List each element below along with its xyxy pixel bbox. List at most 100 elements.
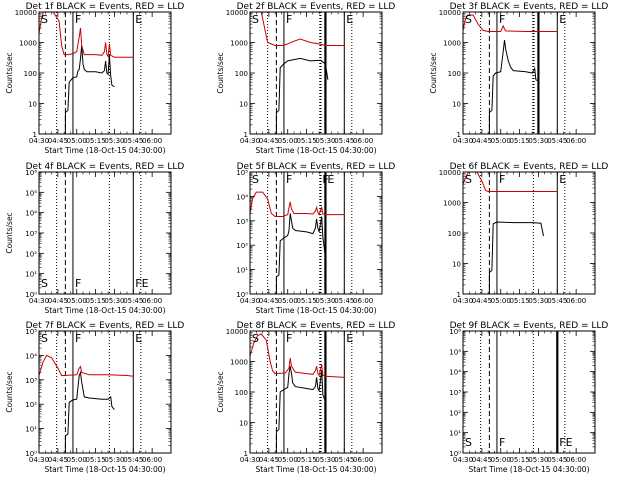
detector-panel: Det 1f BLACK = Events, RED = LLD Counts/s… [5, 2, 184, 155]
plot-frame [249, 171, 383, 295]
y-tick-label: 10 [28, 101, 37, 109]
x-tick-label: 05:00 [67, 137, 87, 145]
flag-label: E [559, 173, 566, 186]
x-tick-label: 05:00 [491, 456, 511, 464]
plot-frame [249, 11, 383, 135]
x-tick-label: 05:15 [296, 456, 316, 464]
detector-panel: Det 3f BLACK = Events, RED = LLD Counts/s… [429, 2, 608, 145]
x-tick-label: 05:45 [123, 137, 143, 145]
flag-label: F [75, 332, 81, 345]
x-tick-label: 05:00 [278, 137, 298, 145]
x-tick-label: 05:45 [123, 456, 143, 464]
plot-frame [38, 11, 172, 135]
y-tick-label: 10¹ [449, 430, 461, 438]
panel-title: Det 9f BLACK = Events, RED = LLD [450, 321, 609, 331]
flag-label: E [327, 173, 334, 186]
y-tick-label: 10³ [25, 230, 37, 238]
events-series-line [64, 370, 115, 453]
x-tick-label: 04:45 [259, 456, 279, 464]
x-tick-label: 06:00 [566, 137, 586, 145]
panel-title: Det 2f BLACK = Events, RED = LLD [237, 2, 396, 12]
y-tick-label: 1 [457, 291, 461, 299]
x-tick-label: 05:30 [104, 456, 124, 464]
flag-label: FE [559, 436, 572, 449]
y-tick-label: 10³ [236, 218, 248, 226]
x-tick-label: 04:30 [453, 456, 473, 464]
y-tick-label: 10⁵ [25, 189, 37, 197]
x-tick-label: 04:30 [240, 137, 260, 145]
x-tick-label: 06:00 [142, 456, 162, 464]
y-tick-label: 1000 [443, 40, 461, 48]
x-tick-label: 04:45 [472, 137, 492, 145]
y-tick-label: 100 [24, 70, 37, 78]
y-tick-label: 10⁴ [236, 193, 248, 201]
x-axis-label: Start Time (18-Oct-15 04:30:00) [468, 465, 589, 474]
flag-label: S [252, 173, 259, 186]
lld-series-line [250, 12, 345, 46]
y-tick-label: 10000 [15, 9, 37, 17]
x-tick-label: 06:00 [353, 456, 373, 464]
x-tick-label: 05:30 [315, 137, 335, 145]
x-tick-label: 04:45 [259, 137, 279, 145]
flag-label: F [499, 13, 505, 26]
detector-panel: Det 4f BLACK = Events, RED = LLD Counts/s… [5, 162, 184, 315]
detector-panel: Det 2f BLACK = Events, RED = LLD Counts/s… [216, 2, 395, 155]
x-tick-label: 06:00 [566, 456, 586, 464]
y-tick-label: 10000 [439, 169, 461, 177]
y-tick-label: 1000 [230, 359, 248, 367]
x-tick-label: 05:45 [547, 297, 567, 305]
x-tick-label: 04:30 [453, 137, 473, 145]
y-tick-label: 10² [449, 409, 461, 417]
x-tick-label: 04:45 [472, 456, 492, 464]
x-axis-label: Start Time (18-Oct-15 04:30:00) [44, 146, 165, 155]
y-axis-label: Counts/sec [5, 371, 14, 412]
y-tick-label: 10⁰ [236, 291, 248, 299]
x-tick-label: 05:45 [334, 456, 354, 464]
y-tick-label: 10⁰ [25, 450, 37, 458]
y-tick-label: 100 [235, 70, 248, 78]
x-tick-label: 05:15 [85, 456, 105, 464]
x-tick-label: 04:30 [29, 137, 49, 145]
panel-title: Det 8f BLACK = Events, RED = LLD [237, 321, 396, 331]
x-tick-label: 05:45 [334, 137, 354, 145]
y-tick-label: 10¹ [25, 271, 37, 279]
detector-panel: Det 5f BLACK = Events, RED = LLD Start Ti… [236, 162, 395, 315]
y-tick-label: 1000 [19, 40, 37, 48]
x-tick-label: 06:00 [142, 137, 162, 145]
x-axis-label: Start Time (18-Oct-15 04:30:00) [44, 465, 165, 474]
y-tick-label: 100 [235, 389, 248, 397]
flag-label: S [41, 13, 48, 26]
panel-title: Det 3f BLACK = Events, RED = LLD [450, 2, 609, 12]
flag-label: E [559, 13, 566, 26]
flag-label: E [346, 332, 353, 345]
x-tick-label: 04:30 [240, 456, 260, 464]
y-tick-label: 100 [448, 70, 461, 78]
x-tick-label: 04:30 [29, 456, 49, 464]
flag-label: S [465, 13, 472, 26]
x-tick-label: 05:45 [547, 137, 567, 145]
y-tick-label: 100 [448, 230, 461, 238]
flag-label: S [41, 277, 48, 290]
events-series-line [275, 213, 326, 294]
x-tick-label: 06:00 [566, 297, 586, 305]
x-tick-label: 05:30 [528, 137, 548, 145]
events-series-line [64, 45, 115, 134]
x-tick-label: 05:15 [509, 137, 529, 145]
lld-series-line [39, 354, 134, 377]
y-tick-label: 10⁵ [449, 348, 461, 356]
flag-label: S [41, 332, 48, 345]
x-tick-label: 05:15 [85, 297, 105, 305]
x-tick-label: 05:15 [509, 456, 529, 464]
y-tick-label: 10⁶ [449, 328, 461, 336]
x-tick-label: 06:00 [142, 297, 162, 305]
detector-panel: Det 8f BLACK = Events, RED = LLD Counts/s… [216, 321, 395, 474]
flag-label: FE [135, 277, 148, 290]
lld-series-line [463, 14, 558, 32]
y-tick-label: 10¹ [236, 267, 248, 275]
plot-frame [462, 171, 596, 295]
flag-label: S [252, 13, 259, 26]
x-tick-label: 05:15 [85, 137, 105, 145]
lld-series-line [250, 333, 345, 378]
y-tick-label: 1 [33, 131, 37, 139]
